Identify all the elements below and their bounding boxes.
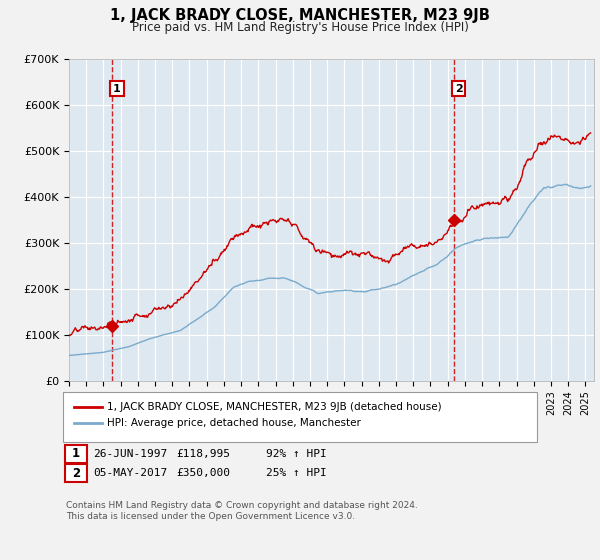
Text: 2: 2 bbox=[72, 466, 80, 480]
Text: 05-MAY-2017: 05-MAY-2017 bbox=[93, 468, 167, 478]
Text: Contains HM Land Registry data © Crown copyright and database right 2024.
This d: Contains HM Land Registry data © Crown c… bbox=[66, 501, 418, 521]
Text: Price paid vs. HM Land Registry's House Price Index (HPI): Price paid vs. HM Land Registry's House … bbox=[131, 21, 469, 34]
Text: £350,000: £350,000 bbox=[176, 468, 230, 478]
Text: £118,995: £118,995 bbox=[176, 449, 230, 459]
Text: HPI: Average price, detached house, Manchester: HPI: Average price, detached house, Manc… bbox=[107, 418, 361, 428]
Text: 26-JUN-1997: 26-JUN-1997 bbox=[93, 449, 167, 459]
Text: 1: 1 bbox=[113, 83, 121, 94]
Text: 25% ↑ HPI: 25% ↑ HPI bbox=[266, 468, 326, 478]
Text: 92% ↑ HPI: 92% ↑ HPI bbox=[266, 449, 326, 459]
Text: 1: 1 bbox=[72, 447, 80, 460]
Text: 1, JACK BRADY CLOSE, MANCHESTER, M23 9JB (detached house): 1, JACK BRADY CLOSE, MANCHESTER, M23 9JB… bbox=[107, 402, 442, 412]
Text: 2: 2 bbox=[455, 83, 463, 94]
Text: 1, JACK BRADY CLOSE, MANCHESTER, M23 9JB: 1, JACK BRADY CLOSE, MANCHESTER, M23 9JB bbox=[110, 8, 490, 24]
